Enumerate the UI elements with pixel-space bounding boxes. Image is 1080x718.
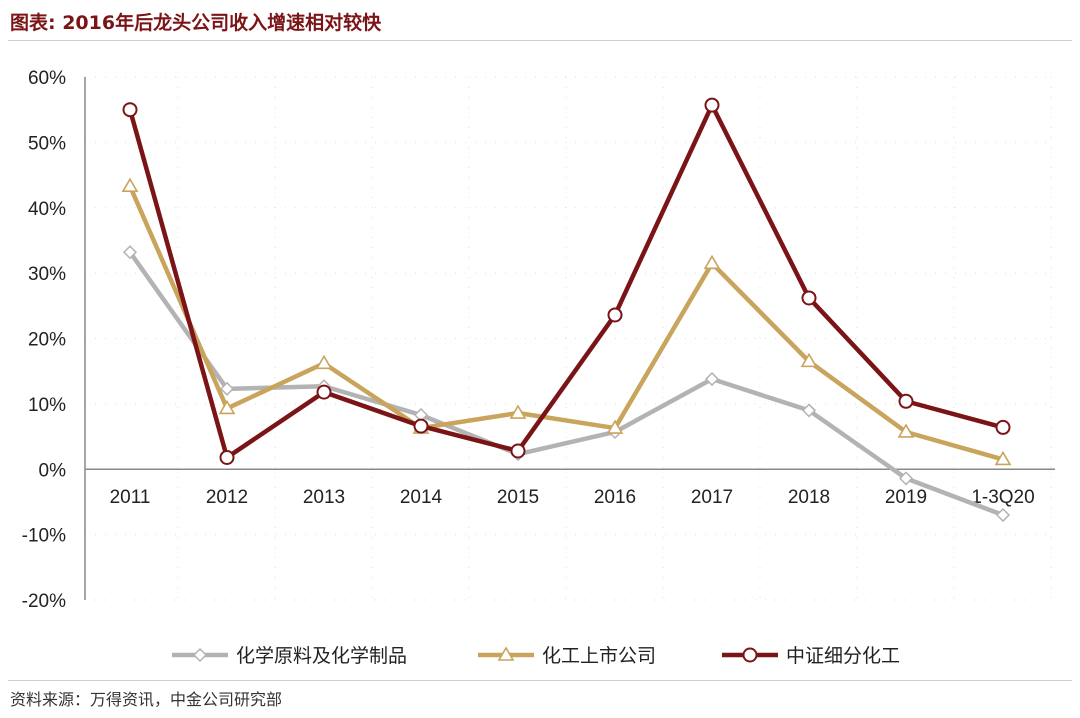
legend-marker <box>497 646 515 661</box>
data-point <box>218 399 236 415</box>
data-point <box>607 307 623 323</box>
data-point <box>315 354 333 370</box>
y-tick-label: 20% <box>28 330 66 351</box>
data-point <box>704 371 720 387</box>
legend-marker <box>742 647 758 663</box>
data-point <box>509 404 527 419</box>
data-point <box>510 443 526 459</box>
data-point <box>898 471 914 486</box>
x-tick-label: 2011 <box>110 487 151 508</box>
y-tick-label: 60% <box>28 68 66 89</box>
data-point <box>897 423 915 438</box>
data-point <box>800 352 818 368</box>
y-tick-label: -20% <box>22 591 66 612</box>
footer-divider <box>8 680 1072 681</box>
data-point <box>121 177 139 192</box>
y-tick-label: 30% <box>28 264 66 285</box>
data-point <box>801 290 817 306</box>
data-point <box>606 419 624 434</box>
data-point <box>898 393 914 409</box>
y-tick-label: -10% <box>22 526 66 547</box>
series-line-1 <box>127 185 1004 462</box>
x-tick-label: 2015 <box>497 487 539 508</box>
y-tick-label: 0% <box>39 460 67 481</box>
legend-label: 化工上市公司 <box>542 645 656 667</box>
data-point <box>704 97 720 113</box>
data-point <box>703 254 721 270</box>
series-line-2 <box>127 102 1004 460</box>
legend-label: 化学原料及化学制品 <box>236 645 407 667</box>
data-point <box>995 507 1011 523</box>
legend-label: 中证细分化工 <box>786 645 900 667</box>
chart-title: 图表: 2016年后龙头公司收入增速相对较快 <box>10 12 382 34</box>
x-tick-label: 2017 <box>691 487 733 508</box>
x-tick-label: 1-3Q20 <box>971 487 1034 508</box>
data-point <box>801 403 817 418</box>
x-tick-label: 2014 <box>400 487 443 508</box>
legend-marker <box>192 647 208 663</box>
data-point <box>995 419 1011 435</box>
data-point <box>994 450 1012 466</box>
data-point <box>219 449 235 465</box>
data-point <box>316 384 332 400</box>
title-divider <box>8 40 1072 41</box>
y-tick-label: 50% <box>28 133 66 154</box>
data-point <box>122 102 138 118</box>
x-tick-label: 2018 <box>788 487 830 508</box>
source-note: 资料来源：万得资讯，中金公司研究部 <box>10 690 283 709</box>
data-point <box>122 245 138 260</box>
x-tick-label: 2013 <box>303 487 345 508</box>
data-point <box>413 418 429 434</box>
x-tick-label: 2019 <box>885 487 927 508</box>
data-point <box>219 381 235 396</box>
x-tick-label: 2016 <box>594 487 636 508</box>
x-tick-label: 2012 <box>206 487 248 508</box>
y-tick-label: 40% <box>28 199 66 220</box>
y-tick-label: 10% <box>28 395 66 416</box>
